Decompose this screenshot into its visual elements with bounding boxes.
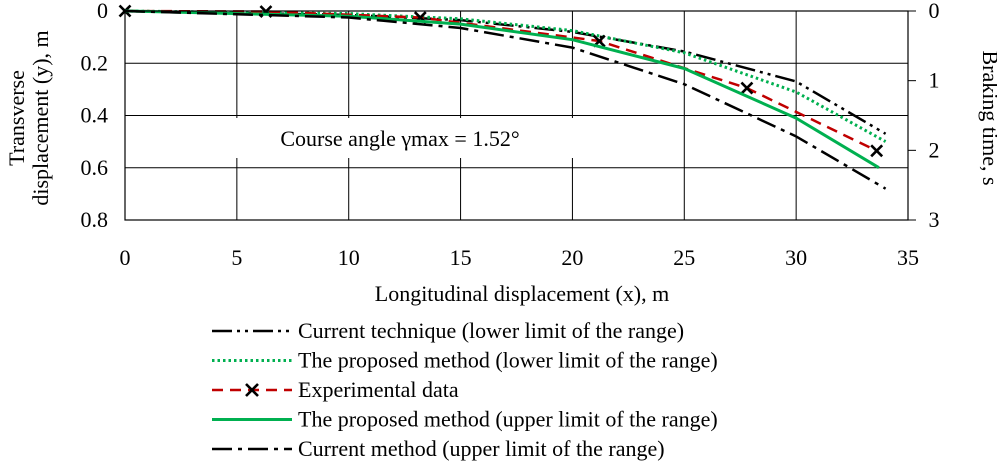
experimental-marker: [740, 81, 754, 95]
y-axis-label: Transverse displacement (y), m: [4, 30, 53, 205]
x-axis-label: Longitudinal displacement (x), m: [375, 281, 670, 306]
y-tick-label: 0.6: [81, 155, 109, 180]
legend: Current technique (lower limit of the ra…: [212, 318, 718, 461]
x-tick-label: 20: [561, 245, 583, 270]
annotation-text: Course angle γmax = 1.52°: [280, 126, 519, 151]
legend-label: The proposed method (lower limit of the …: [298, 348, 718, 373]
plot-frame: [124, 10, 909, 221]
legend-label: Current technique (lower limit of the ra…: [298, 318, 684, 343]
x-tick-label: 35: [897, 245, 919, 270]
series-layer: [118, 4, 887, 190]
x-tick-label: 0: [120, 245, 131, 270]
y-tick-label: 0.8: [81, 207, 109, 232]
annotation-box: Course angle γmax = 1.52°: [224, 118, 578, 158]
x-tick-label: 25: [673, 245, 695, 270]
legend-item: Experimental data: [212, 377, 459, 402]
x-tick-label: 5: [231, 245, 242, 270]
legend-item: Current method (upper limit of the range…: [212, 436, 665, 461]
y2-tick-label: 3: [929, 207, 940, 232]
legend-item: The proposed method (upper limit of the …: [212, 407, 718, 432]
y-tick-label: 0: [97, 0, 108, 23]
y2-tick-label: 2: [929, 137, 940, 162]
legend-label: Current method (upper limit of the range…: [298, 436, 665, 461]
y-axis-label-line-1: Transverse: [4, 70, 29, 166]
legend-item: The proposed method (lower limit of the …: [212, 348, 718, 373]
y2-axis-label: Braking time, s: [978, 50, 997, 185]
y2-tick-label: 1: [929, 68, 940, 93]
y-tick-label: 0.2: [81, 50, 109, 75]
legend-label: The proposed method (upper limit of the …: [298, 407, 718, 432]
x-tick-label: 15: [450, 245, 472, 270]
x-tick-label: 10: [338, 245, 360, 270]
y2-tick-label: 0: [929, 0, 940, 23]
series-line-4: [124, 9, 880, 169]
legend-item: Current technique (lower limit of the ra…: [212, 318, 684, 343]
y-tick-label: 0.4: [81, 103, 109, 128]
legend-label: Experimental data: [298, 377, 459, 402]
annotation-background: [224, 118, 578, 158]
experimental-marker: [870, 144, 884, 158]
axes-layer: 0 5 10 15 20 25 30 35 0 0.2 0.4 0.6 0.8 0 1 2 3: [81, 0, 940, 270]
experimental-marker: [245, 383, 259, 397]
x-tick-label: 30: [785, 245, 807, 270]
series-line-5: [124, 9, 887, 190]
y-axis-label-line-2: displacement (y), m: [28, 30, 53, 205]
